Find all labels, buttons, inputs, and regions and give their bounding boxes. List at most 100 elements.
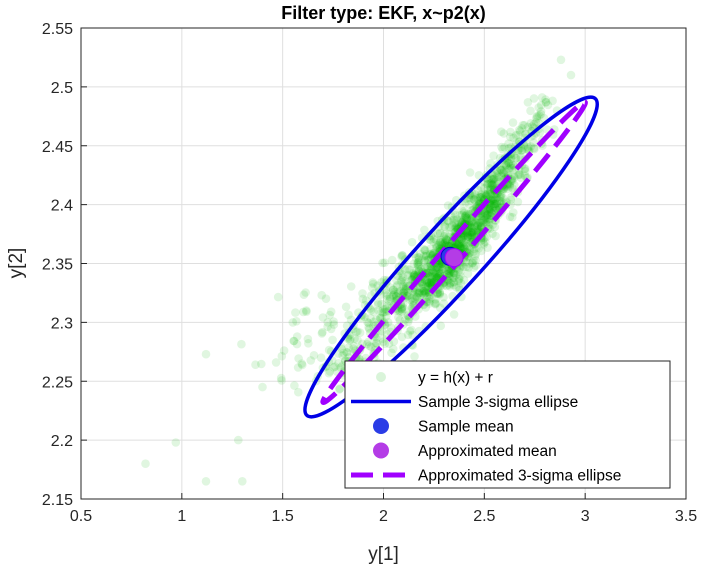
scatter-point <box>461 213 471 222</box>
scatter-point <box>504 158 513 168</box>
scatter-point <box>335 384 345 393</box>
scatter-point <box>429 266 438 276</box>
scatter-point <box>378 334 388 344</box>
scatter-point <box>432 235 441 245</box>
scatter-point <box>449 268 459 278</box>
scatter-point <box>488 196 498 205</box>
scatter-point <box>486 182 495 192</box>
scatter-point <box>258 382 267 392</box>
scatter-point <box>463 232 473 241</box>
scatter-point <box>418 288 427 298</box>
scatter-point <box>491 195 500 204</box>
scatter-point <box>234 435 243 445</box>
scatter-point <box>501 160 511 169</box>
scatter-point <box>427 277 436 287</box>
scatter-point <box>391 292 401 301</box>
scatter-point <box>355 328 365 338</box>
scatter-point <box>436 262 445 272</box>
scatter-point <box>374 306 383 315</box>
scatter-point <box>451 223 460 233</box>
scatter-point <box>487 209 497 218</box>
scatter-point <box>409 271 419 280</box>
scatter-point <box>429 237 438 247</box>
scatter-point <box>420 289 429 298</box>
scatter-point <box>481 206 491 215</box>
scatter-point <box>487 195 497 204</box>
scatter-point <box>419 287 429 296</box>
scatter-point <box>473 220 482 230</box>
scatter-point <box>397 307 407 316</box>
scatter-point <box>488 197 497 206</box>
scatter-point <box>457 234 466 243</box>
scatter-point <box>468 258 478 268</box>
ticks: 0.5 1 1.5 2 2.5 3 3.5 2.15 2.2 2.25 2.3 2.35 2.4 2.45… <box>42 21 697 525</box>
scatter-point <box>475 217 484 227</box>
scatter-point <box>500 165 509 175</box>
scatter-point <box>434 289 443 299</box>
scatter-point <box>171 438 181 447</box>
scatter-point <box>373 281 383 290</box>
scatter-point <box>476 193 485 202</box>
scatter-point <box>397 305 407 314</box>
scatter-point <box>434 260 444 270</box>
scatter-point <box>201 349 211 359</box>
scatter-point <box>403 270 413 280</box>
scatter-point <box>425 294 434 304</box>
scatter-point <box>536 100 546 110</box>
scatter-point <box>431 300 440 309</box>
scatter-point <box>484 214 494 224</box>
scatter-point <box>344 310 353 320</box>
scatter-point <box>482 211 491 220</box>
scatter-point <box>392 282 402 291</box>
scatter-point <box>413 257 423 267</box>
scatter-point <box>349 341 359 351</box>
scatter-point <box>482 191 492 200</box>
scatter-point <box>454 239 464 249</box>
scatter-point <box>302 306 311 315</box>
scatter-point <box>397 332 407 342</box>
scatter-point <box>457 237 466 247</box>
scatter-point <box>384 339 394 349</box>
scatter-point <box>329 317 338 326</box>
scatter-point <box>515 127 525 136</box>
scatter-point <box>438 264 447 274</box>
y-tick-label: 2.2 <box>51 433 73 450</box>
scatter-point <box>474 196 484 206</box>
scatter-point <box>420 246 430 255</box>
scatter-point <box>523 98 533 107</box>
scatter-point <box>485 185 495 194</box>
scatter-point <box>450 269 459 278</box>
scatter-point <box>446 279 455 288</box>
scatter-point <box>425 278 435 288</box>
scatter-point <box>368 278 378 287</box>
scatter-point <box>487 180 497 190</box>
scatter-point <box>403 317 413 327</box>
scatter-point <box>459 239 468 248</box>
scatter-point <box>520 164 529 174</box>
scatter-point <box>479 238 488 248</box>
scatter-point <box>506 195 516 205</box>
scatter-point <box>342 347 351 357</box>
scatter-point <box>351 327 361 337</box>
scatter-point <box>491 203 500 213</box>
scatter-point <box>541 95 550 104</box>
scatter-point <box>399 277 409 286</box>
scatter-point <box>454 240 464 250</box>
scatter-point <box>473 219 483 228</box>
scatter-point <box>380 307 389 317</box>
scatter-point <box>434 260 444 269</box>
scatter-point <box>454 240 463 249</box>
scatter-point <box>257 359 266 369</box>
scatter-point <box>414 255 424 264</box>
scatter-point <box>454 282 464 292</box>
scatter-point <box>424 278 434 287</box>
scatter-point <box>440 238 450 248</box>
scatter-point <box>518 145 527 155</box>
scatter-point <box>489 203 498 213</box>
scatter-point <box>318 313 328 322</box>
scatter-point <box>461 210 471 220</box>
scatter-point <box>401 286 411 295</box>
scatter-point <box>403 282 413 291</box>
scatter-point <box>403 287 413 297</box>
scatter-point <box>440 237 450 246</box>
